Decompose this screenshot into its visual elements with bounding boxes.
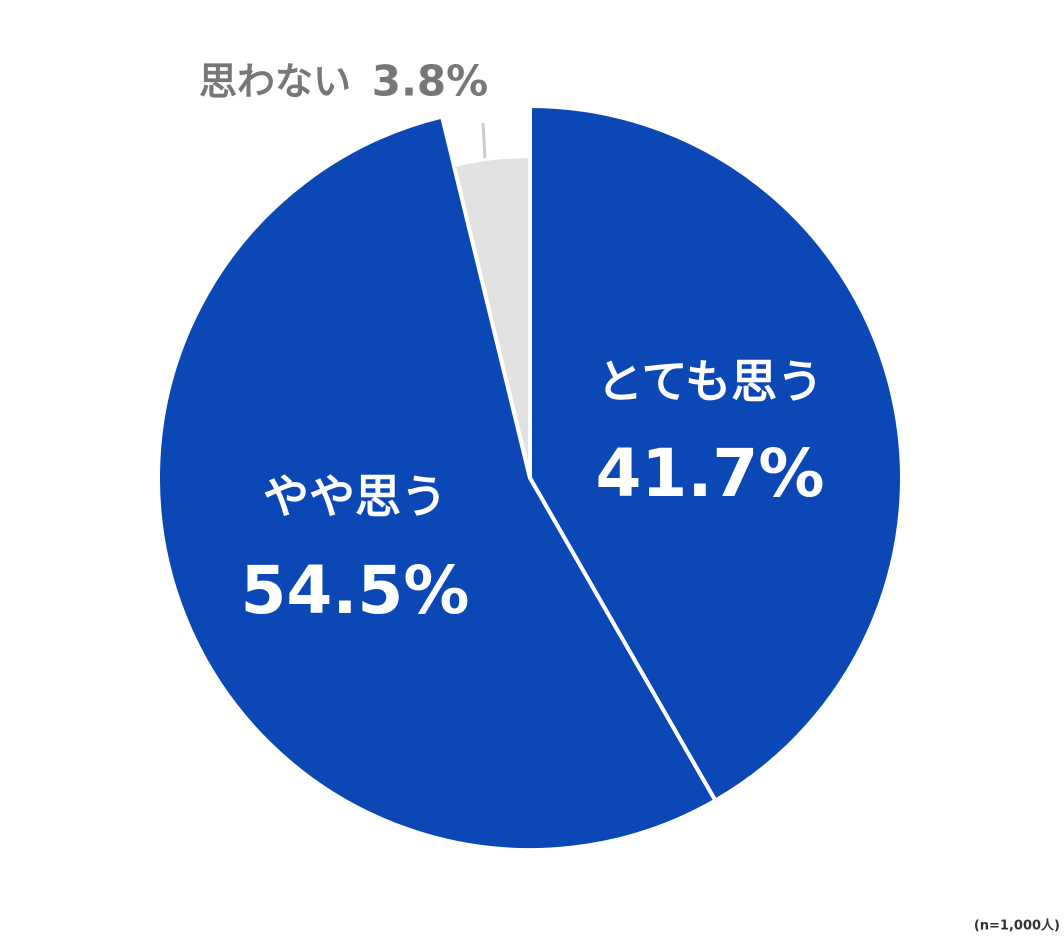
value-label: 3.8% <box>372 57 488 106</box>
value-label: 54.5% <box>241 552 470 629</box>
slice-label: 思わない <box>199 60 351 104</box>
value-label: 41.7% <box>596 435 825 512</box>
pie-slice <box>528 104 904 803</box>
pie-slice <box>451 154 532 480</box>
slice-label: やや思う <box>263 470 447 524</box>
pie-slice <box>156 114 718 852</box>
slice-label: とても思う <box>597 355 823 409</box>
leader-line <box>481 122 487 159</box>
sample-note: (n=1,000人) <box>974 918 1060 934</box>
